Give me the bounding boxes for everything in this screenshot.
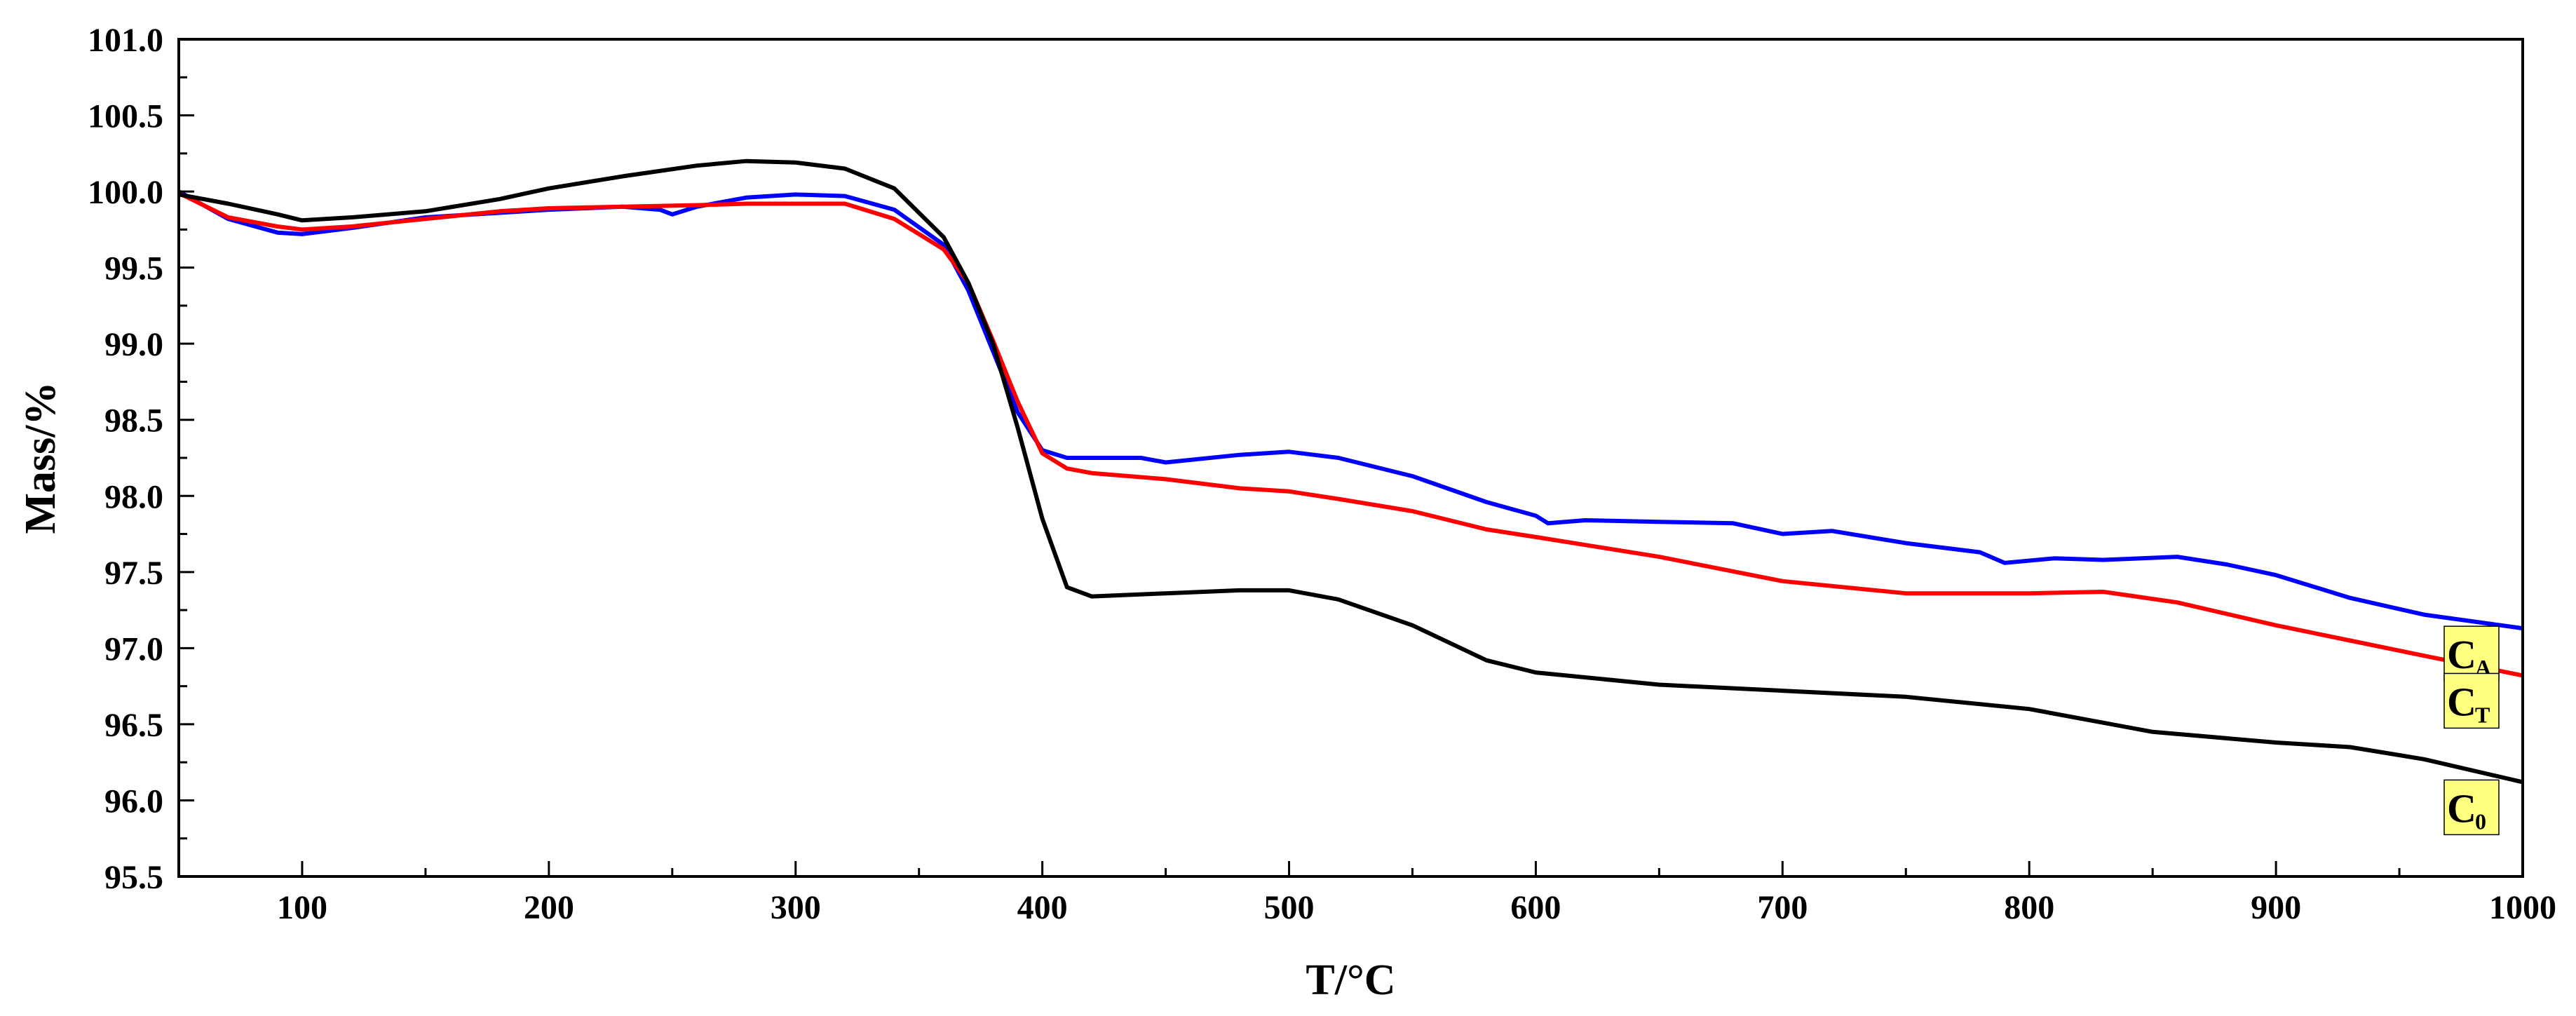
x-tick-label: 900: [2251, 889, 2301, 926]
series-tag-letter: C: [2447, 679, 2476, 724]
y-tick-label: 97.5: [104, 555, 163, 592]
series-tag-ca: CA: [2443, 625, 2500, 682]
series-tag-c0: C0: [2443, 779, 2500, 836]
x-tick-label: 1000: [2489, 889, 2556, 926]
y-tick-label: 95.5: [104, 859, 163, 896]
series-tag-ct: CT: [2443, 672, 2500, 729]
y-tick-label: 100.5: [88, 98, 163, 135]
y-axis: 95.5 96.0 96.5 97.0 97.5 98.0 98.5 99.0 99.5 100.…: [88, 22, 194, 896]
series-layer: [177, 158, 2523, 785]
series-line-ca: [177, 189, 2523, 631]
x-axis-title: T/°C: [1306, 956, 1395, 1004]
y-tick-label: 101.0: [88, 22, 163, 59]
x-axis: 100 200 300 400 500 600 700 800 900 1000: [177, 861, 2556, 926]
x-tick-label: 600: [1510, 889, 1561, 926]
y-tick-label: 99.5: [104, 250, 163, 287]
series-line-ct: [177, 191, 2523, 678]
x-tick-label: 300: [771, 889, 821, 926]
y-axis-title: Mass/%: [17, 382, 65, 534]
x-tick-label: 500: [1264, 889, 1315, 926]
y-tick-label: 96.0: [104, 783, 163, 820]
series-tag-letter: C: [2447, 785, 2476, 831]
series-tag-box: [2443, 779, 2500, 836]
x-tick-label: 400: [1017, 889, 1068, 926]
y-tick-label: 99.0: [104, 326, 163, 363]
y-tick-label: 97.0: [104, 630, 163, 668]
series-line-c0: [178, 158, 2523, 785]
series-tag-subscript: 0: [2475, 808, 2486, 834]
y-tick-label: 100.0: [88, 174, 163, 211]
x-tick-label: 100: [277, 889, 327, 926]
plot-frame: [177, 38, 2524, 878]
y-tick-label: 96.5: [104, 707, 163, 744]
x-tick-label: 700: [1757, 889, 1808, 926]
y-tick-label: 98.5: [104, 402, 163, 440]
series-tag-box: [2443, 625, 2500, 682]
x-tick-label: 200: [524, 889, 574, 926]
x-tick-label: 800: [2004, 889, 2054, 926]
y-tick-label: 98.0: [104, 478, 163, 515]
series-tag-subscript: T: [2475, 702, 2490, 727]
series-tag-box: [2443, 672, 2500, 729]
series-tag-letter: C: [2447, 632, 2476, 677]
